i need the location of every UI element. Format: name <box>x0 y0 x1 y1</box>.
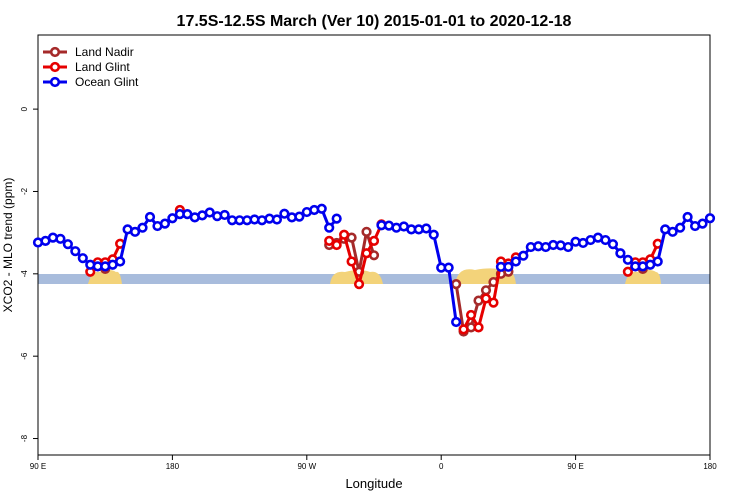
data-point <box>443 262 454 273</box>
data-point <box>129 226 141 237</box>
data-point <box>62 239 73 250</box>
data-point <box>368 235 380 246</box>
x-tick-label: 180 <box>166 462 180 471</box>
y-tick-label: -6 <box>20 352 29 360</box>
data-point <box>704 213 716 224</box>
y-tick-label: -2 <box>20 187 29 195</box>
data-point <box>219 209 230 221</box>
data-point <box>353 279 365 290</box>
legend-marker <box>49 76 61 88</box>
x-tick-label: 90 E <box>567 462 583 471</box>
legend-marker <box>49 46 61 58</box>
data-point <box>279 208 290 219</box>
data-point <box>682 211 693 223</box>
data-point <box>480 293 492 304</box>
data-point <box>204 207 215 218</box>
data-point <box>324 235 335 246</box>
data-point <box>465 309 477 321</box>
data-point <box>428 229 439 240</box>
land-patch <box>625 270 661 284</box>
land-patch <box>88 270 122 284</box>
data-point <box>488 297 499 308</box>
data-point <box>622 266 633 277</box>
data-point <box>675 222 686 233</box>
data-point <box>600 234 611 246</box>
data-point <box>518 250 529 261</box>
legend-label: Land Nadir <box>75 45 134 59</box>
x-tick-label: 180 <box>703 462 717 471</box>
data-point <box>473 322 484 333</box>
data-point <box>622 254 633 265</box>
data-point <box>510 256 521 267</box>
legend-marker <box>49 61 61 73</box>
data-point <box>451 279 462 290</box>
data-point <box>607 239 619 250</box>
x-tick-label: 90 E <box>30 462 46 471</box>
data-point <box>697 218 708 229</box>
data-point <box>421 223 432 234</box>
data-point <box>159 218 171 229</box>
data-point <box>480 285 492 296</box>
y-axis-label: XCO2 - MLO trend (ppm) <box>1 178 15 313</box>
legend-label: Ocean Glint <box>75 75 139 89</box>
data-point <box>77 253 88 264</box>
data-point <box>55 233 66 244</box>
data-point <box>503 261 514 272</box>
data-point <box>458 324 469 335</box>
data-point <box>167 213 178 224</box>
data-point <box>361 226 372 237</box>
data-point <box>346 256 357 267</box>
x-tick-label: 90 W <box>297 462 316 471</box>
x-axis-label: Longitude <box>345 476 402 491</box>
data-point <box>339 229 350 240</box>
data-point <box>615 248 626 259</box>
data-point <box>115 256 126 267</box>
data-point <box>652 256 663 267</box>
data-point <box>361 248 372 259</box>
surface-mask <box>38 268 710 284</box>
data-point <box>451 316 462 328</box>
data-point <box>144 211 156 223</box>
data-point <box>271 214 283 225</box>
data-point <box>316 203 327 214</box>
data-point <box>137 222 148 233</box>
data-point <box>324 222 335 233</box>
legend-label: Land Glint <box>75 60 130 74</box>
data-point <box>294 211 305 222</box>
y-tick-label: -4 <box>20 270 29 278</box>
data-point <box>563 241 574 253</box>
y-tick-label: -8 <box>20 434 29 442</box>
data-point <box>331 239 342 251</box>
data-point <box>667 226 678 237</box>
data-point <box>331 213 342 224</box>
data-point <box>70 246 81 257</box>
y-tick-label: 0 <box>20 106 29 111</box>
x-tick-label: 0 <box>439 462 444 471</box>
chart-title: 17.5S-12.5S March (Ver 10) 2015-01-01 to… <box>177 13 572 30</box>
